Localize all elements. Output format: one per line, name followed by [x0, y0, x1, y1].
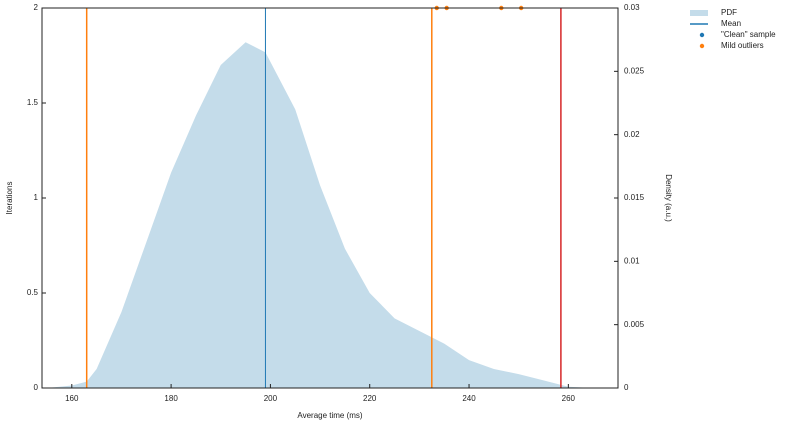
legend-swatch	[699, 32, 705, 38]
x-tick-label: 220	[363, 394, 377, 403]
pdf-area	[46, 42, 594, 388]
y2-tick-label: 0.01	[624, 256, 640, 265]
x-tick-label: 200	[264, 394, 278, 403]
legend-label: "Clean" sample	[721, 30, 776, 39]
legend-label: Mild outliers	[721, 41, 764, 50]
x-tick-label: 180	[164, 394, 178, 403]
y2-tick-label: 0	[624, 383, 629, 392]
y-tick-label: 1.5	[27, 98, 39, 107]
legend-swatch	[699, 43, 705, 49]
y2-tick-label: 0.025	[624, 66, 645, 75]
y2-tick-label: 0.005	[624, 320, 645, 329]
x-axis-label: Average time (ms)	[297, 411, 363, 420]
y2-tick-label: 0.015	[624, 193, 645, 202]
y-tick-label: 0	[34, 383, 39, 392]
y2-tick-label: 0.02	[624, 130, 640, 139]
y-tick-label: 0.5	[27, 288, 39, 297]
x-tick-label: 240	[462, 394, 476, 403]
x-tick-label: 160	[65, 394, 79, 403]
y-tick-label: 2	[34, 3, 39, 12]
legend-label: PDF	[721, 8, 737, 17]
y-axis-label: Iterations	[5, 182, 14, 215]
y-tick-label: 1	[34, 193, 39, 202]
x-tick-label: 260	[562, 394, 576, 403]
legend-label: Mean	[721, 19, 741, 28]
y2-axis-label: Density (a.u.)	[664, 174, 673, 222]
y2-tick-label: 0.03	[624, 3, 640, 12]
legend-swatch	[690, 10, 708, 16]
